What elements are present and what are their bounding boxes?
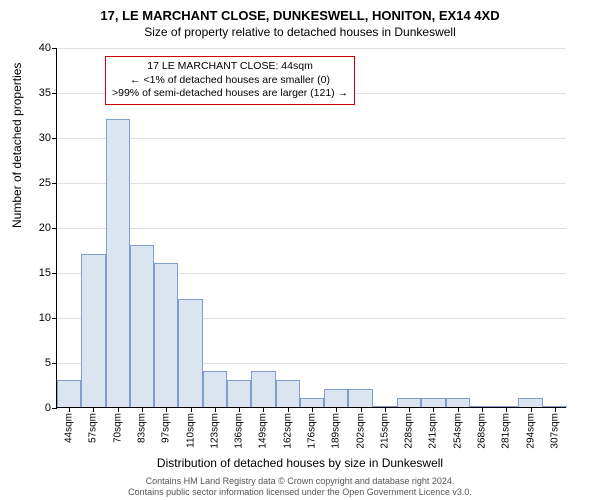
ytick-mark [52,318,57,319]
footer: Contains HM Land Registry data © Crown c… [0,476,600,498]
bar [154,263,178,407]
bar [324,389,348,407]
ytick-label: 10 [39,312,51,324]
xtick-label: 215sqm [379,413,390,449]
footer-line1: Contains HM Land Registry data © Crown c… [0,476,600,487]
ytick-mark [52,183,57,184]
xtick-mark [263,407,264,412]
annotation-line1: 17 LE MARCHANT CLOSE: 44sqm [112,60,348,74]
footer-line2: Contains public sector information licen… [0,487,600,498]
ytick-label: 35 [39,87,51,99]
y-axis-label: Number of detached properties [10,63,24,228]
xtick-mark [458,407,459,412]
bar [130,245,154,407]
xtick-mark [288,407,289,412]
xtick-label: 70sqm [112,413,123,443]
xtick-mark [409,407,410,412]
bar [203,371,227,407]
ytick-label: 15 [39,267,51,279]
ytick-mark [52,408,57,409]
xtick-label: 83sqm [137,413,148,443]
ytick-label: 30 [39,132,51,144]
xtick-label: 307sqm [549,413,560,449]
x-axis-label: Distribution of detached houses by size … [0,456,600,470]
bar [178,299,202,407]
bar [57,380,81,407]
xtick-label: 189sqm [331,413,342,449]
xtick-label: 136sqm [234,413,245,449]
xtick-mark [166,407,167,412]
ytick-label: 5 [45,357,51,369]
xtick-mark [385,407,386,412]
xtick-mark [191,407,192,412]
xtick-mark [142,407,143,412]
ytick-mark [52,48,57,49]
xtick-label: 268sqm [477,413,488,449]
xtick-mark [555,407,556,412]
bar [348,389,372,407]
xtick-label: 254sqm [452,413,463,449]
xtick-label: 162sqm [282,413,293,449]
xtick-label: 294sqm [525,413,536,449]
title-main: 17, LE MARCHANT CLOSE, DUNKESWELL, HONIT… [0,0,600,23]
xtick-mark [239,407,240,412]
bar [446,398,470,407]
xtick-label: 149sqm [258,413,269,449]
title-sub: Size of property relative to detached ho… [0,23,600,39]
xtick-mark [506,407,507,412]
xtick-label: 281sqm [501,413,512,449]
bar [106,119,130,407]
ytick-label: 25 [39,177,51,189]
xtick-label: 110sqm [185,413,196,448]
xtick-mark [531,407,532,412]
xtick-mark [361,407,362,412]
xtick-label: 228sqm [404,413,415,449]
chart-area: 0510152025303540 44sqm57sqm70sqm83sqm97s… [56,48,566,408]
xtick-mark [482,407,483,412]
xtick-mark [433,407,434,412]
bar [276,380,300,407]
xtick-label: 176sqm [307,413,318,449]
xtick-label: 241sqm [428,413,439,449]
plot-region: 0510152025303540 44sqm57sqm70sqm83sqm97s… [56,48,566,408]
xtick-mark [336,407,337,412]
ytick-mark [52,93,57,94]
xtick-mark [118,407,119,412]
ytick-label: 40 [39,42,51,54]
ytick-label: 0 [45,402,51,414]
bar [227,380,251,407]
bar [300,398,324,407]
xtick-mark [215,407,216,412]
xtick-label: 202sqm [355,413,366,449]
xtick-label: 44sqm [64,413,75,443]
bar [421,398,445,407]
xtick-mark [312,407,313,412]
annotation-line2: ← <1% of detached houses are smaller (0) [112,74,348,88]
xtick-label: 123sqm [209,413,220,449]
ytick-label: 20 [39,222,51,234]
xtick-mark [69,407,70,412]
xtick-mark [93,407,94,412]
bar [518,398,542,407]
ytick-mark [52,273,57,274]
ytick-mark [52,363,57,364]
ytick-mark [52,228,57,229]
bar [81,254,105,407]
annotation-box: 17 LE MARCHANT CLOSE: 44sqm ← <1% of det… [105,56,355,105]
bar [397,398,421,407]
xtick-label: 97sqm [161,413,172,443]
bar [251,371,275,407]
ytick-mark [52,138,57,139]
xtick-label: 57sqm [88,413,99,443]
annotation-line3: >99% of semi-detached houses are larger … [112,87,348,101]
